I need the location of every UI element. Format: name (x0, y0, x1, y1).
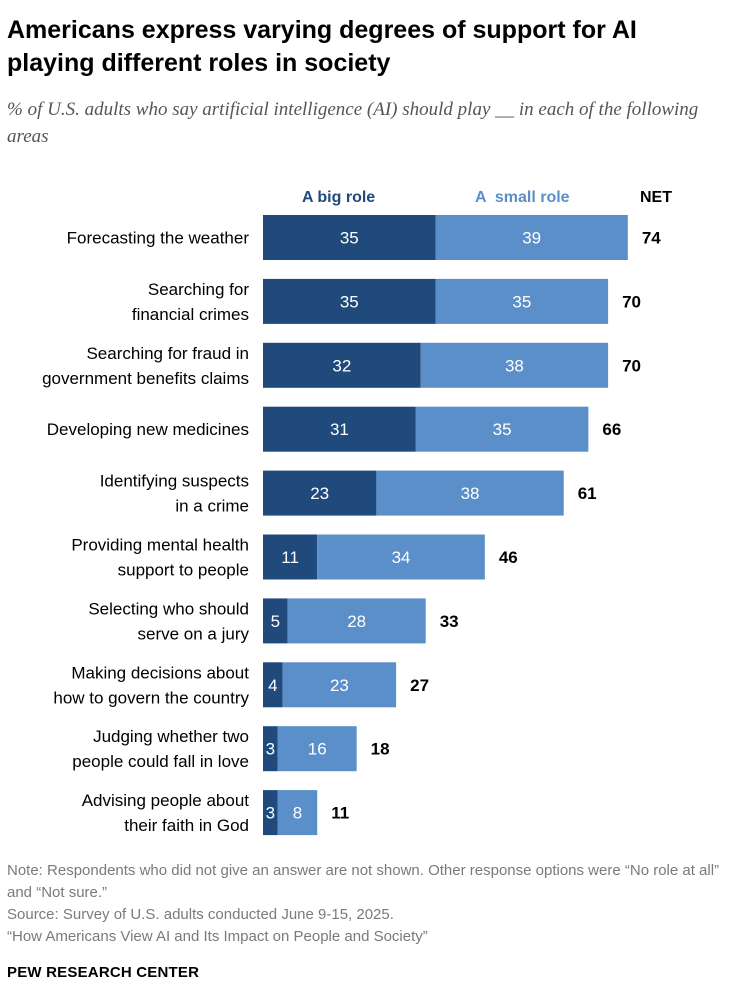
legend-big-role: A big role (302, 189, 376, 206)
legend-small-role: A small role (475, 189, 570, 206)
bar-small-role (415, 406, 589, 452)
bar-small-role (420, 342, 609, 388)
net-label: 70 (622, 356, 641, 375)
data-label: 28 (347, 612, 366, 631)
legend-net: NET (640, 189, 672, 206)
category-label: Searching for fraud in (86, 344, 249, 363)
bar-small-role (277, 726, 357, 772)
data-label: 32 (332, 356, 351, 375)
data-label: 31 (330, 420, 349, 439)
data-label: 34 (392, 548, 411, 567)
category-label: their faith in God (124, 816, 249, 835)
bar-big-role (263, 215, 436, 260)
category-label: Judging whether two (93, 727, 249, 746)
data-label: 11 (281, 548, 299, 567)
data-label: 23 (330, 676, 349, 695)
bar-small-role (287, 598, 426, 644)
data-label: 16 (308, 740, 327, 759)
net-label: 18 (371, 740, 390, 759)
bar-big-role (263, 598, 288, 644)
data-label: 3 (266, 804, 275, 823)
category-label: Identifying suspects (100, 472, 249, 491)
data-label: 35 (493, 420, 512, 439)
bar-small-role (376, 470, 564, 516)
category-label: Selecting who should (88, 599, 249, 618)
data-label: 5 (271, 612, 280, 631)
data-label: 4 (268, 676, 277, 695)
net-label: 70 (622, 292, 641, 311)
source: Source: Survey of U.S. adults conducted … (7, 906, 394, 923)
bar-small-role (435, 278, 609, 324)
category-label: Developing new medicines (47, 420, 249, 439)
category-label: government benefits claims (42, 369, 249, 388)
net-label: 61 (578, 484, 597, 503)
category-label: serve on a jury (138, 624, 250, 643)
brand-logo: PEW RESEARCH CENTER (7, 964, 200, 981)
bar-small-role (282, 662, 397, 708)
footnotes: Note: Respondents who did not give an an… (7, 860, 732, 948)
bar-big-role (263, 278, 436, 324)
bar-small-role (317, 534, 485, 580)
net-label: 46 (499, 548, 518, 567)
bar-big-role (263, 726, 278, 772)
report-title: “How Americans View AI and Its Impact on… (7, 928, 428, 945)
data-label: 35 (340, 292, 359, 311)
bar-big-role (263, 790, 278, 836)
net-label: 66 (602, 420, 621, 439)
net-label: 33 (440, 612, 459, 631)
chart-subtitle: % of U.S. adults who say artificial inte… (7, 99, 699, 147)
data-label: 23 (310, 484, 329, 503)
category-label: people could fall in love (72, 752, 249, 771)
data-label: 8 (293, 804, 302, 823)
category-label: Searching for (148, 280, 249, 299)
bar-big-role (263, 470, 377, 516)
category-label: Making decisions about (71, 663, 249, 682)
category-label: financial crimes (132, 305, 249, 324)
bar-small-role (277, 790, 318, 836)
category-label: Forecasting the weather (67, 229, 250, 248)
data-label: 35 (340, 229, 359, 248)
category-label: Providing mental health (71, 536, 249, 555)
bar-big-role (263, 662, 283, 708)
data-label: 35 (512, 292, 531, 311)
data-label: 38 (505, 356, 524, 375)
net-label: 11 (331, 804, 349, 823)
bar-small-role (435, 215, 628, 260)
note: Note: Respondents who did not give an an… (7, 862, 720, 901)
category-label: Advising people about (82, 791, 250, 810)
net-label: 27 (410, 676, 429, 695)
data-label: 3 (266, 740, 275, 759)
bar-big-role (263, 406, 416, 452)
bar-big-role (263, 534, 318, 580)
net-label: 74 (642, 229, 661, 248)
chart-title: Americans express varying degrees of sup… (7, 16, 637, 77)
data-label: 38 (461, 484, 480, 503)
data-label: 39 (522, 229, 541, 248)
category-label: how to govern the country (53, 688, 249, 707)
category-label: in a crime (175, 497, 249, 516)
bar-big-role (263, 342, 421, 388)
category-label: support to people (118, 561, 249, 580)
